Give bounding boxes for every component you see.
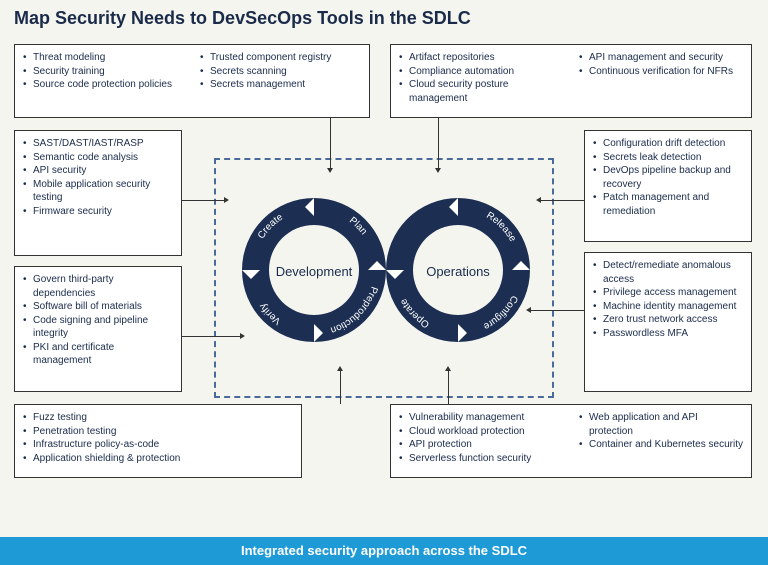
arrow-plan <box>330 118 331 170</box>
list-item: Privilege access management <box>593 286 743 300</box>
list-item: Secrets management <box>200 78 361 92</box>
arrow-preproduction-head <box>337 366 343 371</box>
list-item: Code signing and pipeline integrity <box>23 314 173 341</box>
list-item: Infrastructure policy-as-code <box>23 438 293 452</box>
list-item: Software bill of materials <box>23 300 173 314</box>
list-item: DevOps pipeline backup and recovery <box>593 164 743 191</box>
box-verify: Govern third-party dependenciesSoftware … <box>14 266 182 392</box>
list-item: API protection <box>399 438 563 452</box>
arrow-release <box>438 118 439 170</box>
box-release-col2: API management and securityContinuous ve… <box>579 51 743 111</box>
ring-operations: Release Configure Operate Operations <box>368 180 548 360</box>
arrow-cfg-bottom <box>530 310 584 311</box>
list-item: Machine identity management <box>593 300 743 314</box>
list-item: Detect/remediate anomalous access <box>593 259 743 286</box>
list-item: API security <box>23 164 173 178</box>
banner-integrated: Integrated security approach across the … <box>0 537 768 565</box>
list-item: Fuzz testing <box>23 411 293 425</box>
box-plan-col1: Threat modelingSecurity trainingSource c… <box>23 51 184 111</box>
list-item: Serverless function security <box>399 452 563 466</box>
list-item: Configuration drift detection <box>593 137 743 151</box>
box-create: SAST/DAST/IAST/RASPSemantic code analysi… <box>14 130 182 256</box>
list-item: Artifact repositories <box>399 51 563 65</box>
list-item: Govern third-party dependencies <box>23 273 173 300</box>
list-item: Cloud security posture management <box>399 78 563 105</box>
box-operate-col1: Vulnerability managementCloud workload p… <box>399 411 563 471</box>
arrow-plan-head <box>327 168 333 173</box>
arrow-create <box>182 200 226 201</box>
list-item: PKI and certificate management <box>23 341 173 368</box>
arrow-operate <box>448 370 449 404</box>
box-configure-top: Configuration drift detectionSecrets lea… <box>584 130 752 242</box>
list-item: Zero trust network access <box>593 313 743 327</box>
list-item: Penetration testing <box>23 425 293 439</box>
list-item: Cloud workload protection <box>399 425 563 439</box>
center-dashed-area: Plan Preproduction Verify Create Develop… <box>214 158 554 398</box>
box-configure-bottom-list: Detect/remediate anomalous accessPrivile… <box>593 259 743 340</box>
ring-ops-label: Operations <box>368 264 548 279</box>
box-configure-top-list: Configuration drift detectionSecrets lea… <box>593 137 743 218</box>
list-item: SAST/DAST/IAST/RASP <box>23 137 173 151</box>
list-item: API management and security <box>579 51 743 65</box>
box-configure-bottom: Detect/remediate anomalous accessPrivile… <box>584 252 752 392</box>
arrow-verify-head <box>240 333 245 339</box>
list-item: Container and Kubernetes security <box>579 438 743 452</box>
arrow-operate-head <box>445 366 451 371</box>
list-item: Security training <box>23 65 184 79</box>
box-operate-col2: Web application and API protectionContai… <box>579 411 743 471</box>
list-item: Secrets leak detection <box>593 151 743 165</box>
arrow-cfg-top <box>540 200 584 201</box>
arrow-cfg-top-head <box>536 197 541 203</box>
arrow-create-head <box>224 197 229 203</box>
list-item: Continuous verification for NFRs <box>579 65 743 79</box>
list-item: Compliance automation <box>399 65 563 79</box>
list-item: Vulnerability management <box>399 411 563 425</box>
box-verify-list: Govern third-party dependenciesSoftware … <box>23 273 173 368</box>
box-preproduction-list: Fuzz testingPenetration testingInfrastru… <box>23 411 293 465</box>
arrow-release-head <box>435 168 441 173</box>
box-release: Artifact repositoriesCompliance automati… <box>390 44 752 118</box>
box-preproduction: Fuzz testingPenetration testingInfrastru… <box>14 404 302 478</box>
arrow-preproduction <box>340 370 341 404</box>
list-item: Patch management and remediation <box>593 191 743 218</box>
list-item: Threat modeling <box>23 51 184 65</box>
list-item: Trusted component registry <box>200 51 361 65</box>
arrow-cfg-bottom-head <box>526 307 531 313</box>
list-item: Secrets scanning <box>200 65 361 79</box>
list-item: Web application and API protection <box>579 411 743 438</box>
page-title: Map Security Needs to DevSecOps Tools in… <box>0 0 768 35</box>
box-plan: Threat modelingSecurity trainingSource c… <box>14 44 370 118</box>
list-item: Application shielding & protection <box>23 452 293 466</box>
box-plan-col2: Trusted component registrySecrets scanni… <box>200 51 361 111</box>
list-item: Passwordless MFA <box>593 327 743 341</box>
box-release-col1: Artifact repositoriesCompliance automati… <box>399 51 563 111</box>
list-item: Firmware security <box>23 205 173 219</box>
list-item: Mobile application security testing <box>23 178 173 205</box>
box-create-list: SAST/DAST/IAST/RASPSemantic code analysi… <box>23 137 173 218</box>
list-item: Source code protection policies <box>23 78 184 92</box>
box-operate: Vulnerability managementCloud workload p… <box>390 404 752 478</box>
list-item: Semantic code analysis <box>23 151 173 165</box>
arrow-verify <box>182 336 242 337</box>
